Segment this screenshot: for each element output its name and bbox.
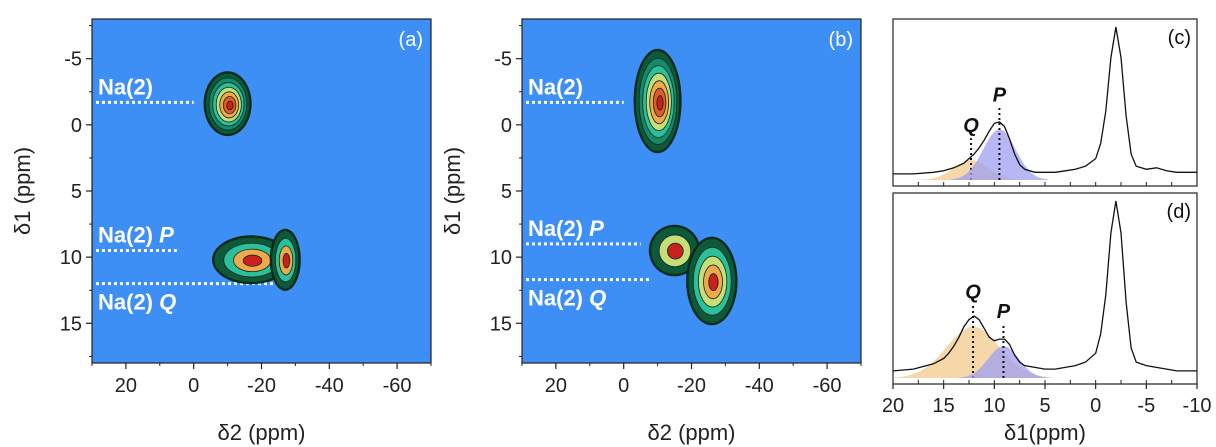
guide-label-site: Q [589,286,606,311]
component-label: P [997,301,1011,323]
y-tick-label: -5 [64,49,82,71]
plot-area [893,19,1197,186]
component-label: Q [963,115,979,137]
guide-label-main: Na(2) [98,290,159,315]
x-tick-label: -10 [1183,395,1212,417]
spectrum-line [893,26,1197,175]
x-axis-title: δ1(ppm) [1004,420,1086,445]
y-tick-label: 10 [60,247,82,269]
guide-label: Na(2) P [528,216,604,241]
x-tick-label: 10 [983,395,1005,417]
guide-label: Na(2) [528,74,583,99]
x-tick-label: 0 [188,375,199,397]
contour-level [656,95,664,111]
x-tick-label: -40 [745,375,774,397]
panel-tag: (a) [399,29,423,51]
y-axis-title-text: δ1 (ppm) [10,147,35,235]
guide-label-site: Q [159,290,176,315]
guide-label-main: Na(2) [98,74,153,99]
panel-tag: (d) [1167,201,1191,223]
y-axis-title: δ1 (ppm) [10,147,35,235]
spectrum-panel-c: QP (c) [892,18,1198,187]
y-axis-title: δ1 (ppm) [440,147,465,235]
x-axis-title-text: δ2 (ppm) [217,420,305,445]
x-tick-label: -40 [315,375,344,397]
guide-label-main: Na(2) [528,74,583,99]
contour-peak [203,71,252,137]
x-tick-label: 5 [1039,395,1050,417]
x-tick-label: -20 [247,375,276,397]
x-tick-label: -5 [1137,395,1155,417]
contour-level [282,253,291,269]
guide-label: Na(2) Q [98,290,176,315]
y-tick-label: 5 [71,181,82,203]
guide-label: Na(2) P [98,223,174,248]
contour-peak [633,48,682,154]
component-label: P [993,85,1007,107]
x-tick-label: -60 [813,375,842,397]
contour-level [708,273,719,292]
contour-peak [269,228,301,291]
x-tick-label: 20 [115,375,137,397]
panel-tag: (c) [1168,27,1191,49]
guide-label-main: Na(2) [528,216,589,241]
x-axis-title: δ2 (ppm) [647,420,735,445]
y-tick-label: 10 [490,247,512,269]
spectrum-panel-d: QP (d) 20 15 10 5 0 -5 -10 δ1(ppm) [882,192,1212,445]
contour-panel-a: Na(2)Na(2) PNa(2) Q(a)20 0 -20 -40 -60-50510… [10,18,432,445]
y-tick-label: 0 [71,115,82,137]
y-tick-label: 0 [501,115,512,137]
guide-label-main: Na(2) [98,223,159,248]
guide-label: Na(2) [98,74,153,99]
x-axis-title-text: δ2 (ppm) [647,420,735,445]
contour-panel-b: Na(2)Na(2) PNa(2) Q(b)20 0 -20 -40 -60-50510… [440,18,862,445]
x-tick-label: -60 [383,375,412,397]
x-tick-label: 0 [1090,395,1101,417]
contour-level [242,254,263,267]
contour-peak [686,236,738,326]
plot-area [522,19,861,363]
y-tick-label: 5 [501,181,512,203]
panel-tag: (b) [829,29,853,51]
y-tick-label: 15 [60,313,82,335]
x-tick-label: 20 [882,395,904,417]
contour-level [667,242,684,260]
contour-peak [648,224,701,277]
spectrum-line [892,200,1197,372]
y-tick-label: -5 [494,49,512,71]
guide-label-site: P [589,216,604,241]
x-tick-label: 20 [545,375,567,397]
x-axis-title: δ2 (ppm) [217,420,305,445]
guide-label-site: P [159,223,174,248]
contour-level [226,100,234,111]
component-label: Q [965,282,981,304]
plot-area [92,19,431,363]
plot-area [893,193,1197,384]
y-axis-title-text: δ1 (ppm) [440,147,465,235]
guide-label: Na(2) Q [528,286,606,311]
x-tick-label: 15 [933,395,955,417]
x-tick-label: 0 [618,375,629,397]
x-tick-label: -20 [677,375,706,397]
guide-label-main: Na(2) [528,286,589,311]
y-tick-label: 15 [490,313,512,335]
guide-annotations: Na(2)Na(2) PNa(2) Q [526,74,651,311]
